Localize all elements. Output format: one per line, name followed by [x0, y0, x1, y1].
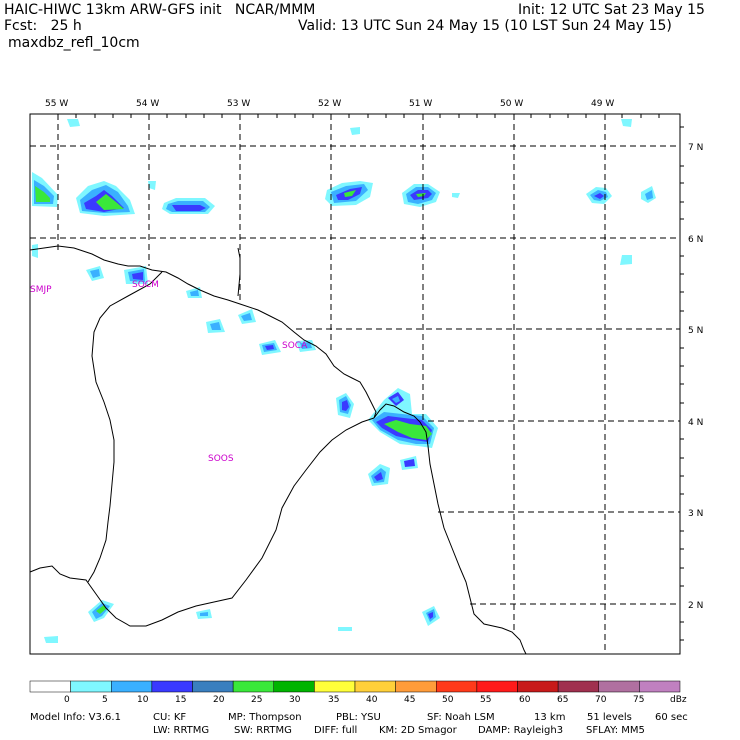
reflectivity-cells	[32, 119, 656, 643]
lon-ticks	[75, 114, 660, 118]
lon-label-54w: 54 W	[136, 99, 159, 109]
plot-title: HAIC-HIWC 13km ARW-GFS init NCAR/MMM	[4, 2, 316, 18]
map-frame	[29, 113, 681, 655]
sf-scheme: SF: Noah LSM	[427, 712, 495, 723]
country-borders	[29, 247, 375, 627]
lon-label-50w: 50 W	[500, 99, 523, 109]
lat-label-2n: 2 N	[688, 601, 703, 611]
lw-scheme: LW: RRTMG	[153, 725, 210, 736]
lon-label-53w: 53 W	[227, 99, 250, 109]
init-time: Init: 12 UTC Sat 23 May 15	[518, 2, 705, 18]
colorbar-swatch	[111, 680, 153, 693]
colorbar-tick: 0	[64, 695, 70, 705]
lat-label-7n: 7 N	[688, 143, 703, 153]
station-label-soos: SOOS	[208, 454, 234, 464]
colorbar-tick: 70	[595, 695, 607, 705]
sw-scheme: SW: RRTMG	[234, 725, 292, 736]
station-label-socm: SOCM	[132, 280, 159, 290]
lat-label-5n: 5 N	[688, 326, 703, 336]
lat-label-3n: 3 N	[688, 509, 703, 519]
colorbar-swatch	[598, 680, 640, 693]
colorbar-swatch	[517, 680, 559, 693]
lon-label-49w: 49 W	[591, 99, 614, 109]
station-label-soca: SOCA	[282, 341, 308, 351]
lon-label-55w: 55 W	[45, 99, 68, 109]
colorbar-swatch	[29, 680, 71, 693]
colorbar-tick: 10	[137, 695, 149, 705]
time-step: 60 sec	[655, 712, 688, 723]
colorbar-tick: 60	[519, 695, 531, 705]
forecast-hour: Fcst: 25 h	[4, 18, 82, 34]
lat-label-6n: 6 N	[688, 235, 703, 245]
lat-ticks	[680, 126, 684, 641]
colorbar-swatch	[639, 680, 681, 693]
sflay-scheme: SFLAY: MM5	[586, 725, 645, 736]
colorbar-tick: 15	[175, 695, 187, 705]
colorbar-tick: 45	[404, 695, 416, 705]
colorbar-tick: 25	[251, 695, 263, 705]
colorbar-swatch	[354, 680, 396, 693]
colorbar-swatch	[151, 680, 193, 693]
coastline	[29, 245, 527, 655]
pbl-scheme: PBL: YSU	[336, 712, 381, 723]
colorbar-tick: 20	[213, 695, 225, 705]
km-scheme: KM: 2D Smagor	[379, 725, 457, 736]
colorbar-tick: 5	[102, 695, 108, 705]
colorbar-swatch	[232, 680, 274, 693]
lon-label-52w: 52 W	[318, 99, 341, 109]
colorbar-tick: 30	[289, 695, 301, 705]
colorbar-tick: 50	[442, 695, 454, 705]
colorbar-tick: 75	[633, 695, 645, 705]
colorbar-swatch	[273, 680, 315, 693]
cu-scheme: CU: KF	[153, 712, 187, 723]
diff-scheme: DIFF: full	[314, 725, 358, 736]
graticule	[30, 114, 680, 654]
colorbar-swatch	[436, 680, 478, 693]
colorbar-swatch	[476, 680, 518, 693]
mp-scheme: MP: Thompson	[228, 712, 302, 723]
colorbar-swatch	[192, 680, 234, 693]
colorbar-unit: dBz	[670, 695, 687, 705]
colorbar-swatch	[70, 680, 112, 693]
colorbar	[29, 680, 681, 693]
colorbar-tick: 35	[328, 695, 340, 705]
lat-label-4n: 4 N	[688, 418, 703, 428]
field-name: maxdbz_refl_10cm	[8, 35, 140, 51]
station-label-smjp: SMJP	[30, 285, 52, 295]
damp-scheme: DAMP: Rayleigh3	[478, 725, 564, 736]
resolution: 13 km	[534, 712, 566, 723]
lon-label-51w: 51 W	[409, 99, 432, 109]
model-info: Model Info: V3.6.1	[30, 712, 121, 723]
colorbar-swatch	[557, 680, 599, 693]
colorbar-tick: 55	[480, 695, 492, 705]
vertical-levels: 51 levels	[587, 712, 632, 723]
colorbar-swatch	[395, 680, 437, 693]
colorbar-swatch	[314, 680, 356, 693]
valid-time: Valid: 13 UTC Sun 24 May 15 (10 LST Sun …	[298, 18, 672, 34]
colorbar-tick: 65	[557, 695, 569, 705]
colorbar-tick: 40	[366, 695, 378, 705]
